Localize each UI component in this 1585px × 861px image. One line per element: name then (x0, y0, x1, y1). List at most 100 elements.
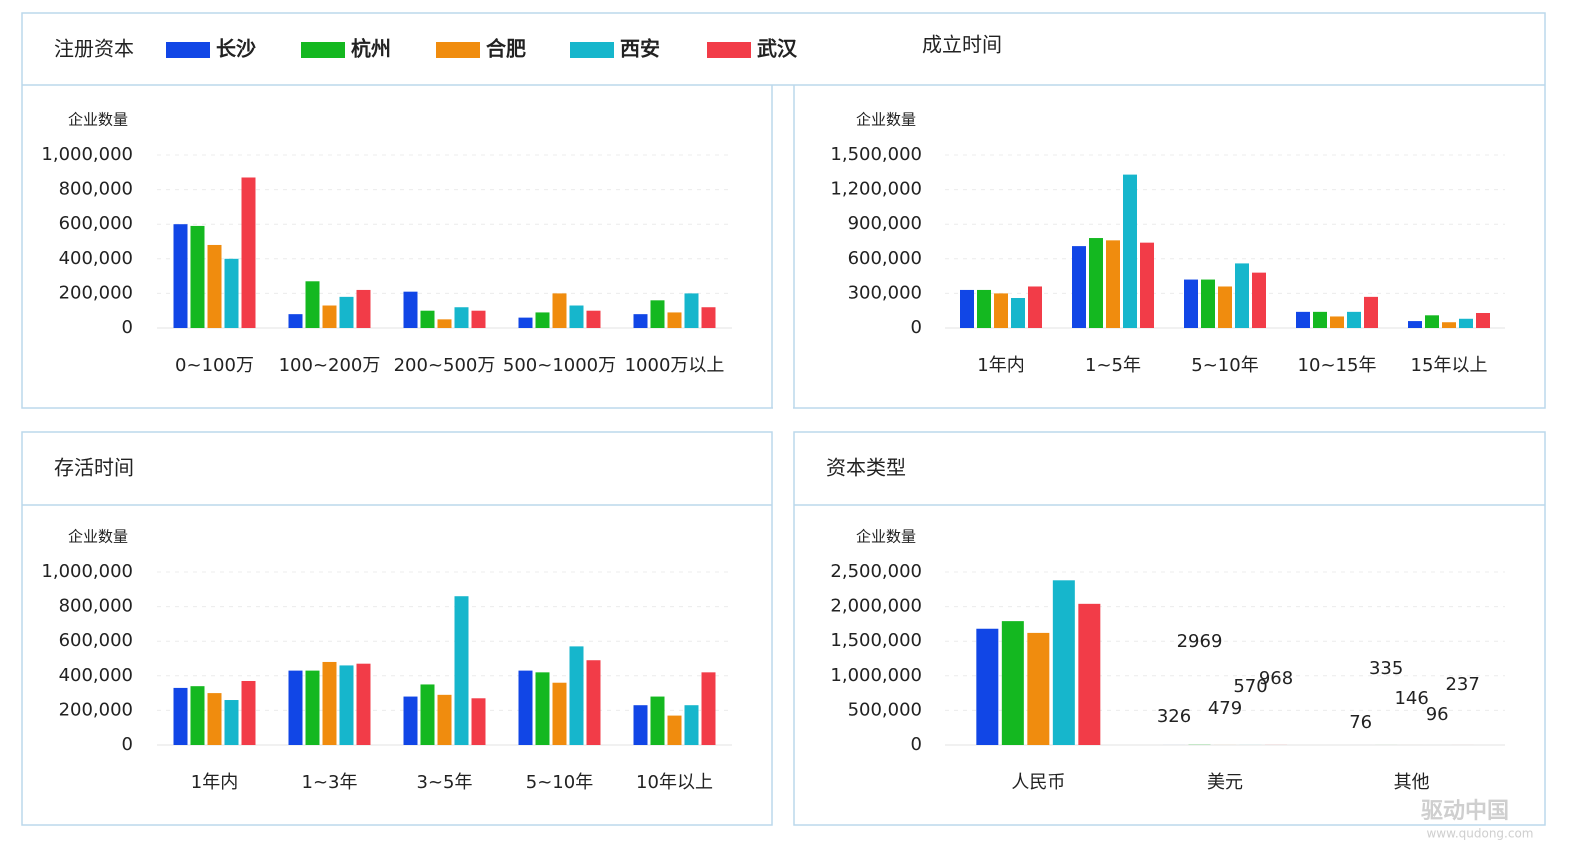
x-tick-label: 5~10年 (1191, 355, 1258, 376)
bar (454, 596, 469, 745)
legend-label: 西安 (620, 37, 660, 61)
bar (339, 665, 354, 745)
y-tick-label: 200,000 (59, 282, 133, 303)
watermark-brand: 驱动中国 (1421, 799, 1509, 824)
y-tick-label: 800,000 (59, 179, 133, 200)
y-tick-label: 1,000,000 (41, 561, 133, 582)
y-tick-label: 200,000 (59, 699, 133, 720)
bar (1052, 580, 1075, 745)
bar (356, 663, 371, 745)
bar (684, 705, 699, 745)
y-tick-label: 600,000 (59, 213, 133, 234)
bar (1442, 322, 1456, 328)
bar (667, 312, 682, 328)
x-tick-label: 其他 (1394, 772, 1430, 793)
bar (339, 296, 354, 328)
bar (403, 696, 418, 745)
y-tick-label: 900,000 (848, 213, 922, 234)
x-tick-label: 3~5年 (417, 772, 473, 793)
bar (701, 307, 716, 328)
gap (773, 86, 793, 410)
y-tick-label: 2,500,000 (830, 561, 922, 582)
bar (207, 244, 222, 328)
bar (552, 682, 567, 745)
bar (1235, 263, 1249, 328)
x-tick-label: 15年以上 (1411, 355, 1488, 376)
y-tick-label: 400,000 (59, 665, 133, 686)
bar (552, 293, 567, 328)
bar (518, 670, 533, 745)
bottom-left-card (21, 431, 773, 826)
x-tick-label: 5~10年 (526, 772, 593, 793)
bar (1106, 240, 1120, 328)
y-tick-label: 0 (122, 734, 133, 755)
bar (586, 660, 601, 745)
bar (1078, 603, 1101, 745)
y-tick-label: 0 (122, 317, 133, 338)
bar (173, 224, 188, 328)
bar (586, 310, 601, 328)
x-tick-label: 10年以上 (636, 772, 713, 793)
bar (1252, 272, 1266, 328)
y-tick-label: 1,500,000 (830, 630, 922, 651)
y-tick-label: 1,000,000 (830, 665, 922, 686)
bar (454, 307, 469, 328)
legend-label: 杭州 (351, 37, 391, 61)
bar (1028, 286, 1042, 328)
y-tick-label: 500,000 (848, 699, 922, 720)
y-tick-label: 2,000,000 (830, 596, 922, 617)
bar (1201, 279, 1215, 328)
y-tick-label: 600,000 (59, 630, 133, 651)
bar (471, 310, 486, 328)
value-label: 2969 (1177, 631, 1223, 652)
legend-label: 武汉 (757, 37, 798, 61)
bar (684, 293, 699, 328)
y-tick-label: 1,000,000 (41, 144, 133, 165)
value-label: 326 (1157, 706, 1191, 727)
bottom-right-card (793, 431, 1546, 826)
x-tick-label: 1000万以上 (625, 355, 725, 376)
y-axis-label: 企业数量 (856, 528, 916, 546)
x-tick-label: 1~3年 (302, 772, 358, 793)
bar (1459, 318, 1473, 328)
value-label: 76 (1349, 712, 1372, 733)
x-tick-label: 人民币 (1011, 772, 1065, 793)
bar (650, 696, 665, 745)
bar (241, 680, 256, 745)
bar (420, 310, 435, 328)
bar (1425, 315, 1439, 328)
bar (1218, 286, 1232, 328)
bar (535, 672, 550, 745)
chart-title: 存活时间 (54, 456, 134, 480)
bar (994, 293, 1008, 328)
bar (976, 628, 999, 745)
legend-swatch (301, 42, 345, 58)
bar (322, 305, 337, 328)
bar (667, 715, 682, 745)
bar (471, 698, 486, 745)
bar (420, 684, 435, 745)
x-tick-label: 200~500万 (394, 355, 496, 376)
y-tick-label: 0 (911, 734, 922, 755)
value-label: 237 (1445, 674, 1479, 695)
bar (1476, 313, 1490, 328)
x-tick-label: 1年内 (977, 355, 1024, 376)
bar (190, 686, 205, 745)
x-tick-label: 10~15年 (1298, 355, 1377, 376)
value-label: 146 (1394, 688, 1428, 709)
chart-title: 资本类型 (826, 456, 906, 480)
bar (437, 319, 452, 328)
legend-label: 长沙 (216, 37, 256, 61)
bar (1123, 174, 1137, 328)
bar (1347, 311, 1361, 328)
y-axis-label: 企业数量 (68, 111, 128, 129)
bar (1184, 279, 1198, 328)
chart-title: 注册资本 (54, 37, 134, 61)
bar (322, 661, 337, 745)
value-label: 479 (1208, 698, 1242, 719)
legend-swatch (570, 42, 614, 58)
bar (305, 670, 320, 745)
legend-swatch (707, 42, 751, 58)
bar (173, 687, 188, 745)
